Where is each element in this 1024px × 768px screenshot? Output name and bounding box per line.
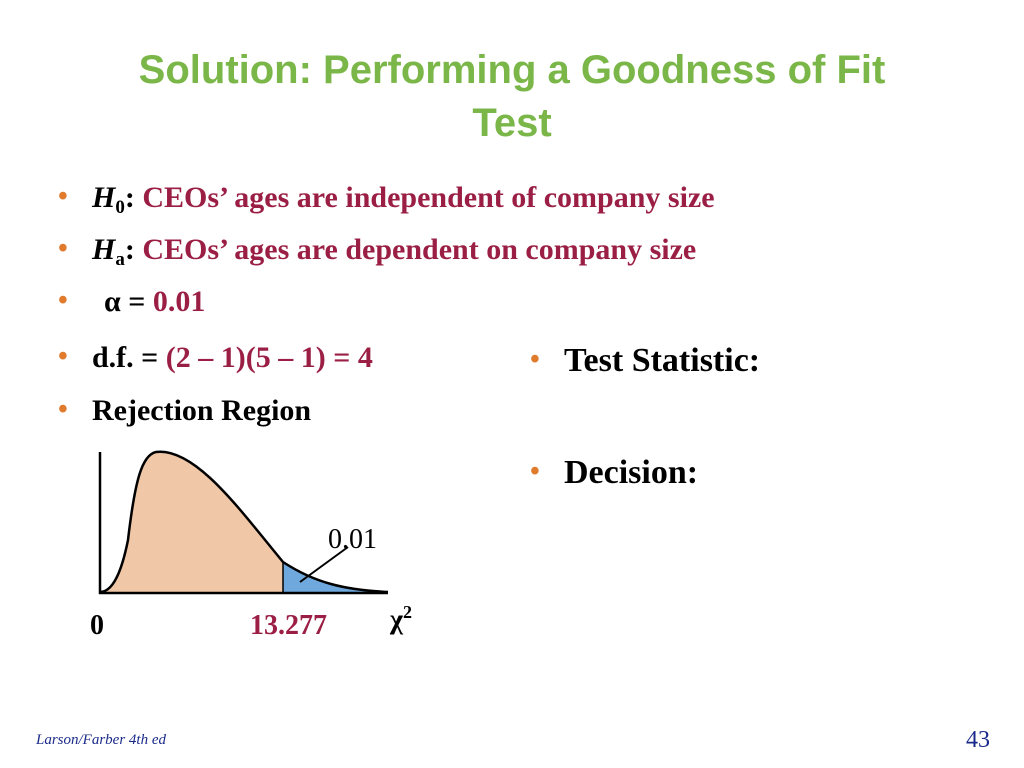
bullet-dot-icon: • xyxy=(58,181,68,212)
h0-symbol: H xyxy=(92,181,116,214)
bullet-dot-icon: • xyxy=(58,394,68,425)
bullet-dot-icon: • xyxy=(530,456,540,487)
slide-title-line-2: Test xyxy=(472,101,552,145)
footer-source: Larson/Farber 4th ed xyxy=(36,732,167,748)
area-label-pointer xyxy=(299,546,349,583)
bullet-dot-icon: • xyxy=(530,344,540,375)
slide-title-line-1: Solution: Performing a Goodness of Fit xyxy=(138,48,886,92)
tail-area-label: 0.01 xyxy=(328,524,377,555)
h0-colon: : xyxy=(124,181,135,214)
origin-label: 0 xyxy=(90,610,104,641)
chi-superscript: 2 xyxy=(402,602,412,622)
rejection-region-label: Rejection Region xyxy=(92,394,312,427)
bullet-null-hypothesis: • H0: CEOs’ ages are independent of comp… xyxy=(58,180,715,226)
h0-statement: CEOs’ ages are independent of company si… xyxy=(142,181,715,214)
bullet-dot-icon: • xyxy=(58,341,68,372)
ha-subscript: a xyxy=(115,249,125,270)
test-statistic-label: Test Statistic: xyxy=(564,342,761,379)
df-label: d.f. = xyxy=(92,341,159,374)
distribution-curve xyxy=(99,450,389,594)
bullet-test-statistic: • Test Statistic: xyxy=(530,341,761,381)
alpha-value: 0.01 xyxy=(152,285,206,318)
df-value: (2 – 1)(5 – 1) = 4 xyxy=(165,341,373,374)
page-number: 43 xyxy=(966,727,990,753)
ha-statement: CEOs’ ages are dependent on company size xyxy=(142,233,697,266)
ha-symbol: H xyxy=(92,233,116,266)
bullet-degrees-of-freedom: • d.f. = (2 – 1)(5 – 1) = 4 xyxy=(58,340,373,376)
bullet-decision: • Decision: xyxy=(530,453,699,493)
h0-subscript: 0 xyxy=(115,197,125,218)
chi-symbol: χ xyxy=(390,604,403,636)
bullet-alpha: • α = 0.01 xyxy=(58,284,206,320)
x-axis-chi-square-label: χ2 xyxy=(390,596,412,636)
slide-title: Solution: Performing a Goodness of Fit T… xyxy=(40,44,984,150)
ha-colon: : xyxy=(124,233,135,266)
rejection-tail-area xyxy=(283,562,388,592)
bullet-rejection-region: • Rejection Region xyxy=(58,393,312,429)
non-rejection-area xyxy=(100,451,283,592)
critical-value-label: 13.277 xyxy=(250,610,327,641)
bullet-dot-icon: • xyxy=(58,233,68,264)
bullet-alternative-hypothesis: • Ha: CEOs’ ages are dependent on compan… xyxy=(58,232,697,278)
decision-label: Decision: xyxy=(564,454,699,491)
alpha-label: α = xyxy=(104,285,146,318)
bullet-dot-icon: • xyxy=(58,285,68,316)
